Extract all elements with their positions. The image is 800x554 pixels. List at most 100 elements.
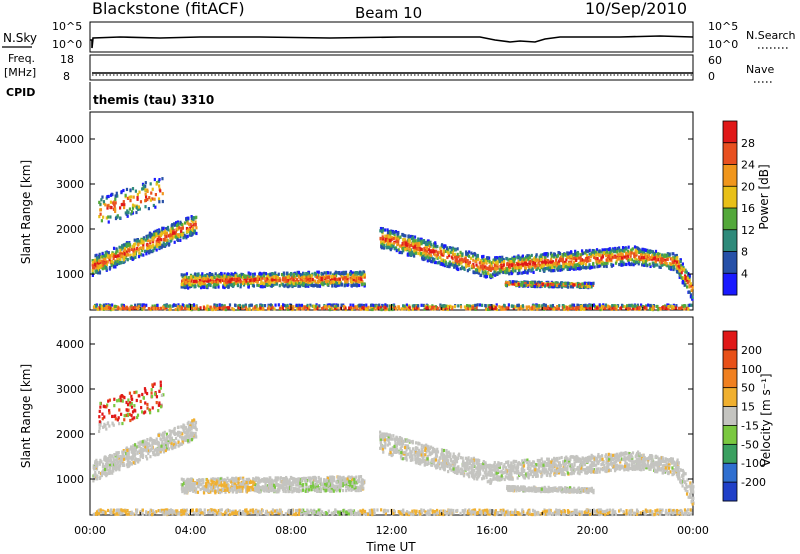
power-cell: [487, 304, 490, 308]
power-cell: [501, 265, 504, 269]
power-cell: [421, 256, 424, 260]
power-cell: [116, 215, 119, 219]
power-cell: [536, 284, 539, 289]
power-cell: [614, 250, 617, 254]
power-cell: [532, 305, 536, 309]
power-cell: [521, 271, 524, 275]
power-cell: [161, 177, 164, 181]
power-cell: [661, 306, 664, 310]
power-cell: [173, 234, 176, 239]
power-cell: [249, 272, 252, 276]
power-cell: [130, 212, 133, 216]
power-cell: [258, 304, 262, 308]
power-cell: [146, 188, 149, 192]
velocity-cell: [100, 473, 104, 478]
power-cell: [661, 253, 664, 257]
power-cell: [175, 228, 178, 232]
velocity-cell: [184, 431, 187, 435]
power-cell: [598, 303, 601, 307]
power-cell: [566, 307, 570, 312]
velocity-cell: [145, 441, 149, 445]
power-cell: [535, 282, 538, 286]
velocity-cell: [129, 460, 132, 464]
velocity-cell: [177, 433, 180, 437]
power-cell: [226, 306, 229, 310]
power-cell: [567, 285, 570, 289]
power-cell: [533, 280, 537, 284]
power-cell: [286, 307, 290, 311]
y-tick-label: 4000: [56, 133, 84, 146]
power-cell: [360, 303, 363, 307]
power-cell: [495, 307, 499, 312]
velocity-cell: [163, 446, 166, 450]
power-cell: [301, 275, 304, 280]
power-cell: [659, 307, 662, 311]
power-cell: [306, 272, 309, 276]
power-cell: [683, 283, 686, 287]
power-cell: [416, 306, 419, 310]
power-cell: [505, 267, 509, 271]
power-cell: [502, 263, 505, 267]
power-cell: [192, 226, 195, 230]
power-cell: [564, 252, 567, 257]
velocity-cell: [127, 447, 130, 451]
power-cell: [483, 274, 486, 278]
power-cell: [294, 279, 297, 283]
velocity-cell: [164, 440, 167, 444]
power-cell: [137, 242, 140, 246]
power-cell: [251, 272, 255, 277]
power-cell: [423, 249, 426, 254]
power-cell: [129, 256, 132, 260]
power-cell: [101, 255, 104, 259]
power-cell: [319, 279, 322, 283]
power-cell: [216, 274, 219, 278]
power-cell: [665, 262, 668, 266]
power-cell: [308, 305, 311, 309]
power-cell: [427, 241, 431, 245]
power-cell: [112, 261, 115, 265]
power-cell: [504, 266, 507, 270]
power-cell: [434, 244, 437, 248]
power-cell: [159, 244, 162, 248]
power-cell: [568, 264, 571, 269]
power-cell: [568, 262, 572, 266]
power-cell: [252, 284, 256, 288]
velocity-cell: [111, 460, 114, 464]
power-cell: [200, 286, 203, 290]
power-cell: [97, 270, 100, 274]
power-cell: [134, 303, 137, 307]
power-cell: [328, 303, 331, 307]
power-cell: [602, 248, 605, 252]
power-cell: [179, 222, 182, 226]
power-cell: [530, 268, 533, 272]
power-cell: [214, 303, 218, 308]
power-cell: [448, 260, 451, 264]
power-cell: [268, 305, 271, 309]
power-cell: [286, 275, 289, 280]
power-cell: [408, 244, 411, 248]
power-cell: [384, 303, 387, 307]
power-cell: [562, 282, 565, 287]
power-cell: [343, 276, 346, 280]
power-cell: [183, 233, 186, 238]
power-cell: [91, 268, 94, 273]
power-cell: [643, 261, 647, 265]
power-cell: [676, 264, 679, 268]
power-cell: [141, 241, 144, 245]
power-cell: [182, 235, 185, 239]
power-cell: [490, 264, 493, 268]
power-cell: [571, 306, 574, 310]
power-cell: [480, 303, 484, 307]
power-cell: [475, 306, 478, 310]
power-cell: [355, 284, 359, 288]
power-cell: [680, 266, 683, 270]
velocity-cell: [177, 440, 180, 445]
power-cell: [98, 252, 101, 256]
power-cell: [544, 261, 547, 265]
power-cell: [469, 256, 473, 260]
power-cell: [435, 249, 438, 253]
power-cell: [223, 285, 226, 290]
power-cell: [685, 278, 689, 283]
power-cell: [95, 269, 98, 273]
power-cell: [315, 307, 318, 311]
